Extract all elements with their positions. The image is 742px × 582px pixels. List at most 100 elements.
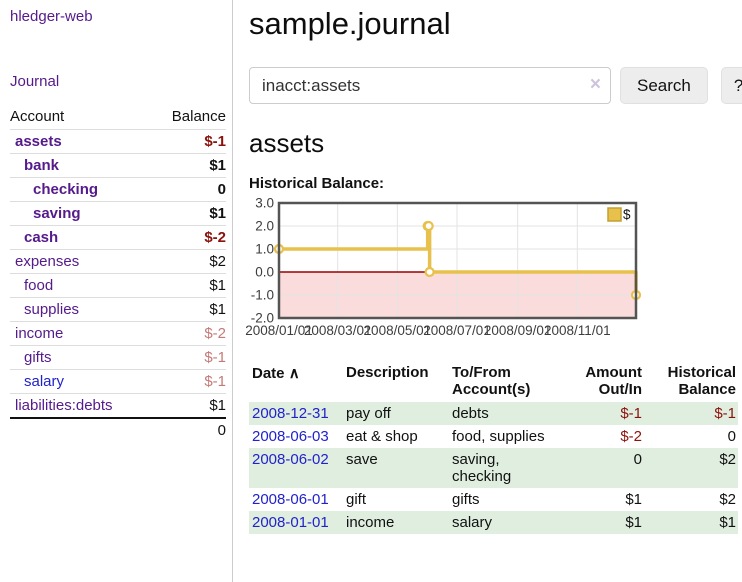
account-link[interactable]: cash (24, 229, 59, 246)
transaction-date-link[interactable]: 2008-06-02 (252, 451, 329, 468)
account-link[interactable]: supplies (24, 301, 80, 318)
account-balance: $-1 (151, 129, 226, 154)
account-row: bank $1 (10, 153, 226, 178)
transaction-amount: 0 (633, 451, 642, 468)
transaction-balance: 0 (727, 428, 736, 445)
balance-chart[interactable]: 3.0 2.0 1.0 0.0 -1.0 -2.0 2008/01/01 2008/03/01… (245, 196, 649, 344)
transaction-accounts: gifts (452, 491, 480, 508)
accounts-table-body: assets $-1 bank $1 checking 0 saving $1 cash $-2 e… (10, 129, 226, 418)
account-row: expenses $2 (10, 249, 226, 274)
app-brand: hledger-web (10, 8, 226, 26)
y-axis-tick-label: 0.0 (255, 265, 274, 280)
transaction-balance: $-1 (714, 405, 736, 422)
search-input[interactable] (249, 67, 611, 104)
transaction-description: save (346, 451, 378, 468)
account-link[interactable]: gifts (24, 349, 52, 366)
transaction-balance: $2 (719, 491, 736, 508)
chart-border (277, 201, 638, 320)
transaction-balance: $2 (719, 451, 736, 468)
register-row[interactable]: 2008-12-31 pay off debts $-1 $-1 (249, 402, 738, 425)
account-row: income $-2 (10, 321, 226, 346)
transaction-description: pay off (346, 405, 391, 422)
y-axis-tick-label: 2.0 (255, 219, 274, 234)
account-link[interactable]: checking (33, 181, 99, 198)
accounts-total-value: 0 (151, 417, 226, 442)
transaction-amount: $-2 (620, 428, 642, 445)
register-row[interactable]: 2008-06-03 eat & shop food, supplies $-2 0 (249, 425, 738, 448)
accounts-header-account: Account (10, 108, 65, 125)
account-balance: $-2 (151, 321, 226, 346)
register-header-description: Description (346, 364, 429, 381)
sort-ascending-icon[interactable]: ∧ (288, 365, 300, 382)
account-link[interactable]: liabilities:debts (15, 397, 113, 414)
account-link[interactable]: saving (33, 205, 81, 222)
register-header-amount-out-in: Amount Out/In (585, 364, 642, 398)
account-balance: $-2 (151, 225, 226, 250)
accounts-total-row: 0 (10, 417, 226, 442)
account-row: cash $-2 (10, 225, 226, 250)
register-row[interactable]: 2008-06-01 gift gifts $1 $2 (249, 488, 738, 511)
y-axis-tick-label: 3.0 (255, 196, 274, 211)
transaction-accounts: salary (452, 514, 493, 531)
account-link[interactable]: expenses (15, 253, 80, 270)
x-axis-tick-label: 2008/07/01 (423, 323, 491, 338)
register-row[interactable]: 2008-06-02 save saving, checking 0 $2 (249, 448, 738, 488)
account-balance: $1 (151, 153, 226, 178)
x-axis-tick-label: 2008/01/01 (245, 323, 313, 338)
transaction-description: eat & shop (346, 428, 418, 445)
brand-link[interactable]: hledger-web (10, 8, 93, 25)
register-header-to-from-account-s-: To/From Account(s) (452, 364, 531, 398)
chart-legend: $ (607, 207, 631, 222)
y-axis-tick-label: -1.0 (251, 288, 274, 303)
register-table-body: 2008-12-31 pay off debts $-1 $-1 2008-06-03 ea… (249, 402, 738, 534)
transaction-date-link[interactable]: 2008-06-03 (252, 428, 329, 445)
register-row[interactable]: 2008-01-01 income salary $1 $1 (249, 511, 738, 534)
account-row: liabilities:debts $1 (10, 393, 226, 418)
search-button[interactable]: Search (620, 67, 708, 104)
account-balance: $2 (151, 249, 226, 274)
x-axis-tick-label: 2008/11/01 (544, 323, 611, 338)
transaction-accounts: debts (452, 405, 489, 422)
account-balance: $-1 (151, 369, 226, 394)
transaction-date-link[interactable]: 2008-01-01 (252, 514, 329, 531)
y-axis-tick-label: 1.0 (255, 242, 274, 257)
transaction-date-link[interactable]: 2008-12-31 (252, 405, 329, 422)
account-balance: $1 (151, 201, 226, 226)
transaction-amount: $1 (625, 514, 642, 531)
transaction-date-link[interactable]: 2008-06-01 (252, 491, 329, 508)
account-row: supplies $1 (10, 297, 226, 322)
help-button[interactable]: ? (720, 67, 742, 104)
transaction-accounts: saving, checking (452, 451, 512, 485)
account-link[interactable]: assets (15, 133, 62, 150)
transaction-amount: $1 (625, 491, 642, 508)
transaction-balance: $1 (719, 514, 736, 531)
chart-title: Historical Balance: (249, 175, 385, 192)
account-row: food $1 (10, 273, 226, 298)
transaction-description: gift (346, 491, 367, 508)
chart-data-point[interactable] (423, 220, 434, 232)
sidebar: hledger-web Journal Account Balance asse… (0, 0, 233, 582)
clear-search-icon[interactable]: × (589, 74, 601, 95)
sidebar-item-journal[interactable]: Journal (10, 73, 60, 90)
account-link[interactable]: salary (24, 373, 65, 390)
register-header-row: Date ∧ Description To/From Account(s) Amoun… (249, 362, 738, 402)
account-link[interactable]: food (24, 277, 54, 294)
account-balance: $-1 (151, 345, 226, 370)
accounts-total-spacer (10, 417, 152, 442)
account-balance: $1 (151, 297, 226, 322)
account-balance: $1 (151, 393, 226, 418)
sidebar-nav: Journal (10, 73, 226, 91)
account-link[interactable]: bank (24, 157, 60, 174)
x-axis-tick-label: 2008/09/01 (484, 323, 552, 338)
y-axis-tick-label: -2.0 (251, 311, 274, 326)
search-form: × Search ? (249, 67, 742, 104)
accounts-table: Account Balance assets $-1 bank $1 checking 0… (10, 105, 226, 442)
account-link[interactable]: income (15, 325, 64, 342)
register-header-date[interactable]: Date ∧ (252, 365, 300, 382)
accounts-header-row: Account Balance (10, 105, 226, 130)
legend-label: $ (623, 207, 631, 222)
account-heading: assets (249, 128, 325, 158)
chart-data-point[interactable] (424, 266, 435, 278)
accounts-header-balance: Balance (171, 108, 226, 125)
